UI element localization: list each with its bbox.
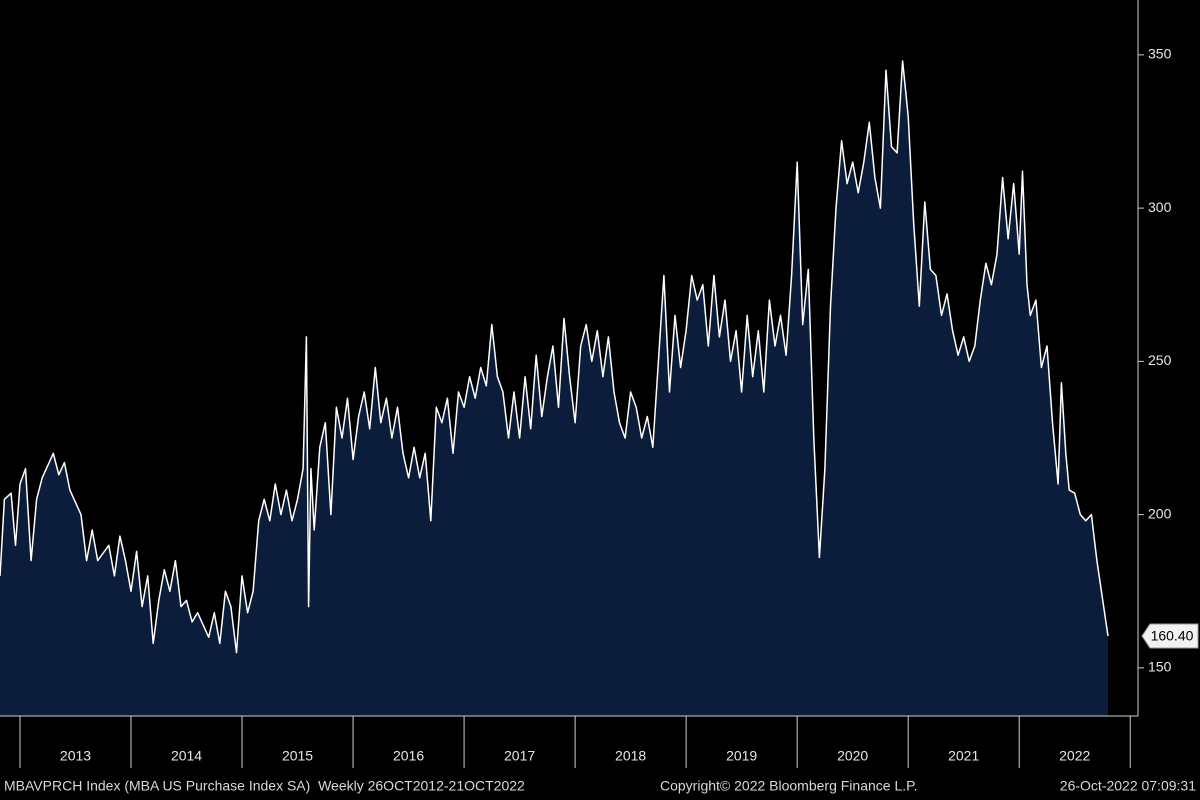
- y-tick-label: 350: [1148, 46, 1172, 62]
- last-value-tag: [1141, 623, 1199, 649]
- x-tick-label: 2013: [60, 748, 91, 764]
- area-fill: [0, 61, 1108, 716]
- x-tick-label: 2022: [1059, 748, 1090, 764]
- y-tick-label: 300: [1148, 199, 1172, 215]
- footer-timestamp: 26-Oct-2022 07:09:31: [1060, 778, 1196, 794]
- y-tick-label: 200: [1148, 505, 1172, 521]
- x-tick-label: 2021: [948, 748, 979, 764]
- x-tick-label: 2020: [837, 748, 868, 764]
- footer-copyright: Copyright© 2022 Bloomberg Finance L.P.: [660, 778, 918, 794]
- x-tick-label: 2019: [726, 748, 757, 764]
- x-tick-label: 2017: [504, 748, 535, 764]
- y-tick-label: 250: [1148, 352, 1172, 368]
- x-tick-label: 2015: [282, 748, 313, 764]
- footer-description: MBAVPRCH Index (MBA US Purchase Index SA…: [4, 778, 525, 794]
- x-tick-label: 2018: [615, 748, 646, 764]
- x-tick-label: 2016: [393, 748, 424, 764]
- x-tick-label: 2014: [171, 748, 202, 764]
- y-tick-label: 150: [1148, 659, 1172, 675]
- line: [0, 60, 1109, 654]
- last-value-label: 160.40: [1151, 628, 1194, 644]
